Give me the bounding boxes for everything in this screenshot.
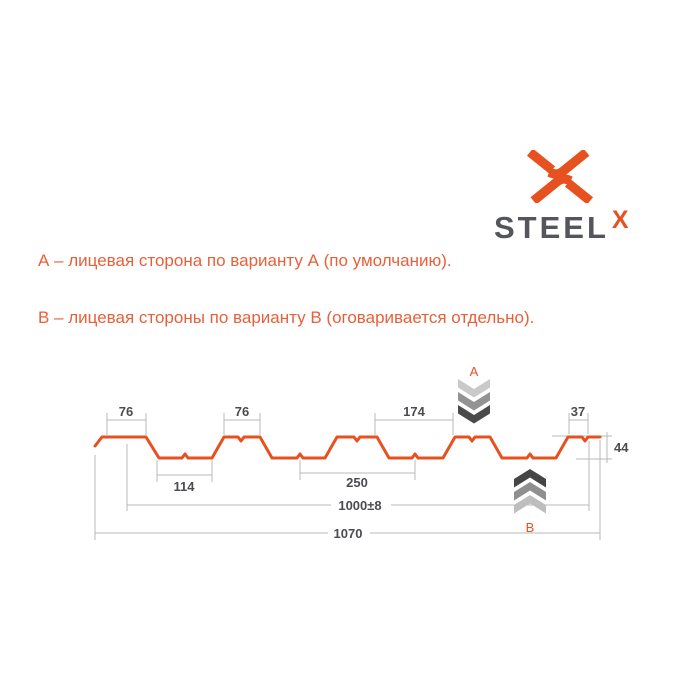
marker-a: A [458, 364, 490, 424]
brand-sup-x: X [611, 206, 629, 234]
marker-a-letter: A [470, 364, 479, 379]
sheet-profile-outline [93, 435, 602, 460]
dim-114-lines [156, 460, 213, 482]
chevron-up-icon [514, 495, 546, 514]
x-arm-bottom-right [564, 179, 594, 203]
steelx-logo: STEEL X [490, 140, 680, 250]
note-variant-a: А – лицевая сторона по варианту А (по ум… [38, 251, 452, 270]
chevron-down-icon [458, 392, 490, 411]
dim-1000-label: 1000±8 [338, 498, 381, 513]
marker-b-letter: B [526, 520, 535, 535]
dim-76-mid-label: 76 [235, 404, 249, 419]
dim-114-label: 114 [174, 479, 196, 494]
dim-44-label: 44 [614, 440, 629, 455]
dim-76-left-label: 76 [119, 404, 133, 419]
profile-drawing: 76 76 174 37 44 114 250 1000±8 1070 A B [93, 364, 629, 541]
dim-37-lines [568, 413, 589, 434]
x-arm-top-right-hook [547, 150, 590, 179]
steelx-x-icon [526, 150, 594, 203]
x-arm-top-left [526, 150, 556, 174]
brand-wordmark: STEEL X [494, 208, 629, 245]
dim-76-left-lines [106, 413, 147, 435]
chevron-up-icon [514, 482, 546, 501]
chevron-down-icon [458, 379, 490, 398]
dim-1070-lines [94, 440, 601, 540]
dim-250-label: 250 [346, 475, 368, 490]
brand-text: STEEL [494, 210, 609, 245]
chevron-up-icon [514, 469, 546, 488]
dim-250-lines [299, 460, 416, 480]
chevron-down-icon [458, 405, 490, 424]
dim-174-label: 174 [403, 404, 425, 419]
dim-1070-label: 1070 [334, 526, 363, 541]
note-variant-b: В – лицевая стороны по варианту В (огова… [38, 308, 535, 327]
dim-76-mid-lines [223, 413, 261, 435]
marker-b: B [514, 469, 546, 535]
dim-1000-lines [126, 441, 590, 511]
dim-37-label: 37 [571, 404, 585, 419]
x-arm-bottom-left-hook [530, 174, 573, 203]
dim-174-lines [374, 413, 454, 435]
